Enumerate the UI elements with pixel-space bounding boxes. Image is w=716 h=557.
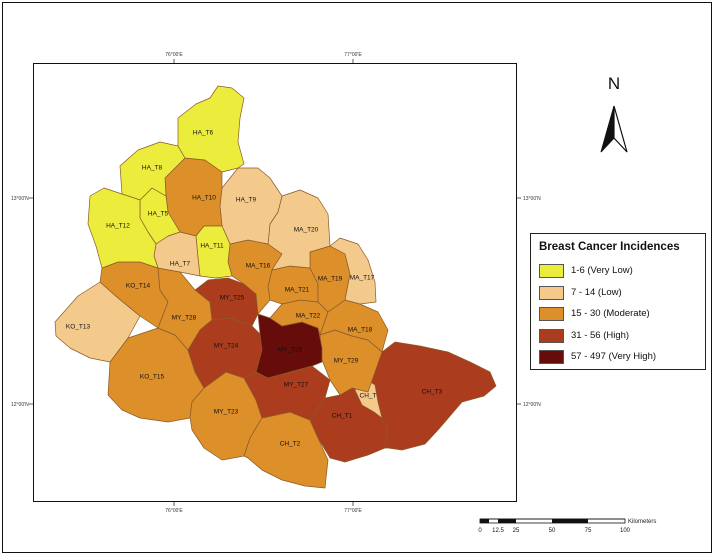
graticule-label-right-upper: 13°00'N <box>523 196 541 202</box>
district-label-CH_T2: CH_T2 <box>280 441 301 448</box>
district-label-HA_T10: HA_T10 <box>192 195 216 202</box>
scale-tick-label: 12.5 <box>492 528 504 534</box>
district-label-CH_T: CH_T <box>360 393 377 400</box>
district-label-MA_T16: MA_T16 <box>246 263 271 270</box>
scale-bar <box>479 518 626 524</box>
district-label-HA_T7: HA_T7 <box>170 261 191 268</box>
district-label-HA_T12: HA_T12 <box>106 223 130 230</box>
district-label-MY_T27: MY_T27 <box>284 382 309 389</box>
scale-tick-label: 100 <box>620 528 631 534</box>
graticule-label-bottom-left: 76°00'E <box>165 508 183 514</box>
district-CH_T3[interactable] <box>367 341 497 451</box>
district-label-KO_T13: KO_T13 <box>66 324 91 331</box>
graticule-label-right-lower: 12°00'N <box>523 402 541 408</box>
district-label-MY_T28: MY_T28 <box>172 315 197 322</box>
scale-unit-label: Kilometers <box>628 519 656 525</box>
legend-box: Breast Cancer Incidences 1-6 (Very Low) 7… <box>530 233 706 370</box>
scale-tick-label: 75 <box>585 528 592 534</box>
district-label-CH_T3: CH_T3 <box>422 389 443 396</box>
district-label-MA_T21: MA_T21 <box>285 287 310 294</box>
legend-swatch <box>539 307 564 321</box>
legend-swatch <box>539 328 564 343</box>
district-KO_T13[interactable] <box>54 281 141 363</box>
scale-tick-label: 25 <box>513 528 520 534</box>
district-label-MY_T26: MY_T26 <box>278 347 303 354</box>
legend-label: 57 - 497 (Very High) <box>571 351 657 362</box>
district-label-MY_T29: MY_T29 <box>334 358 359 365</box>
district-HA_T6[interactable] <box>177 85 245 173</box>
graticule-label-left-lower: 12°00'N <box>11 402 29 408</box>
district-label-MY_T25: MY_T25 <box>220 295 245 302</box>
district-label-MA_T18: MA_T18 <box>348 327 373 334</box>
district-label-CH_T1: CH_T1 <box>332 413 353 420</box>
legend-swatch <box>539 264 564 278</box>
district-HA_T12[interactable] <box>87 187 159 269</box>
district-label-MY_T23: MY_T23 <box>214 409 239 416</box>
graticule-label-top-left: 76°00'E <box>165 52 183 58</box>
district-MA_T21[interactable] <box>267 265 319 305</box>
district-label-HA_T9: HA_T9 <box>236 197 257 204</box>
district-label-HA_T8: HA_T8 <box>142 165 163 172</box>
legend-label: 7 - 14 (Low) <box>571 286 622 298</box>
district-label-KO_T14: KO_T14 <box>126 283 151 290</box>
district-label-MA_T22: MA_T22 <box>296 313 321 320</box>
district-label-HA_T11: HA_T11 <box>200 243 224 250</box>
district-label-MA_T20: MA_T20 <box>294 227 319 234</box>
scale-tick-label: 50 <box>549 528 556 534</box>
district-MA_T17[interactable] <box>329 237 377 305</box>
graticule-label-bottom-right: 77°00'E <box>344 508 362 514</box>
north-arrow-icon <box>600 105 628 153</box>
district-label-MA_T19: MA_T19 <box>318 276 343 283</box>
legend-title: Breast Cancer Incidences <box>539 241 680 253</box>
district-label-HA_T6: HA_T6 <box>193 130 214 137</box>
legend-swatch <box>539 285 564 300</box>
district-label-KO_T15: KO_T15 <box>140 374 165 381</box>
district-label-HA_T5: HA_T5 <box>148 211 169 218</box>
scale-tick-label: 0 <box>478 528 482 534</box>
district-label-MA_T17: MA_T17 <box>350 275 375 282</box>
map-frame <box>33 63 517 502</box>
district-label-MY_T24: MY_T24 <box>214 343 239 350</box>
legend-label: 1-6 (Very Low) <box>571 265 633 276</box>
north-arrow-label: N <box>608 74 620 93</box>
graticule-label-top-right: 77°00'E <box>344 52 362 58</box>
legend-swatch <box>539 350 564 364</box>
legend-label: 15 - 30 (Moderate) <box>571 308 650 319</box>
legend-label: 31 - 56 (High) <box>571 329 630 341</box>
graticule-label-left-upper: 13°00'N <box>11 196 29 202</box>
